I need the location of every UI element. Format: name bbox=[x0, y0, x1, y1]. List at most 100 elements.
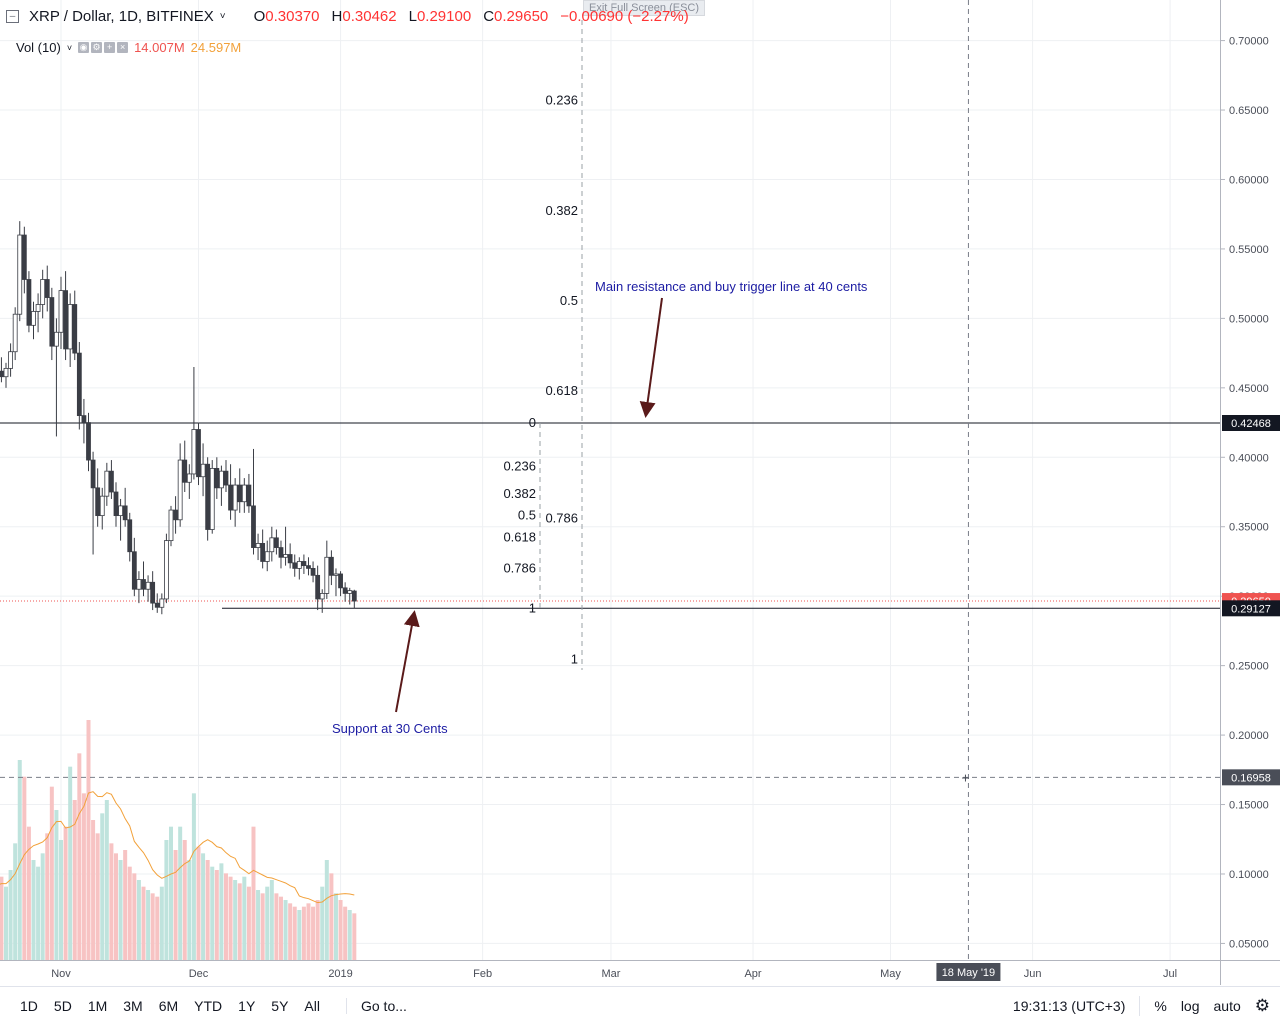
candle-body bbox=[173, 509, 178, 521]
volume-bar bbox=[72, 800, 77, 960]
log-toggle[interactable]: log bbox=[1180, 998, 1200, 1014]
auto-toggle[interactable]: auto bbox=[1213, 998, 1241, 1014]
volume-bar bbox=[68, 766, 73, 960]
price-axis[interactable]: 0.70000 0.65000 0.60000 0.55000 0.50000 0.450… bbox=[1220, 0, 1280, 960]
volume-bar bbox=[8, 870, 13, 960]
volume-bar bbox=[338, 900, 343, 960]
change-value: −0.00690 (−2.27%) bbox=[560, 8, 689, 25]
volume-bar bbox=[4, 886, 9, 960]
time-axis[interactable]: Nov Dec 2019 Feb Mar Apr May Jun Jul 18 May '19 bbox=[0, 960, 1220, 985]
candle-body bbox=[347, 590, 353, 594]
candle-body bbox=[81, 415, 87, 423]
volume-bar bbox=[260, 893, 265, 960]
candle-body bbox=[136, 579, 142, 590]
volume-legend: Vol (10) ˅ ◉ ⚙ + × 14.007M 24.597M bbox=[16, 40, 241, 55]
candle-body bbox=[17, 234, 23, 315]
candle bbox=[333, 568, 339, 597]
plus-icon[interactable]: + bbox=[104, 42, 116, 53]
candle-body bbox=[251, 505, 256, 548]
y-tick-label: 0.35000 bbox=[1229, 522, 1269, 534]
candle-body bbox=[246, 484, 252, 507]
volume-bar bbox=[40, 853, 45, 960]
settings-icon[interactable]: ⚙ bbox=[91, 42, 103, 53]
range-1y[interactable]: 1Y bbox=[238, 998, 256, 1014]
candle-body bbox=[209, 467, 215, 530]
candle bbox=[351, 589, 357, 609]
collapse-icon[interactable]: – bbox=[6, 10, 19, 23]
range-all[interactable]: All bbox=[304, 998, 320, 1014]
candle bbox=[122, 487, 128, 527]
price-chart[interactable]: +0.236 0.382 0.5 0.618 0.786 1 0 0.236 0.382 0.5 0… bbox=[0, 0, 1220, 960]
volume-bar bbox=[109, 843, 114, 960]
y-tick-label: 0.70000 bbox=[1229, 36, 1269, 48]
candle bbox=[182, 440, 188, 493]
exit-fullscreen-hint[interactable]: Exit Full Screen (ESC) bbox=[583, 0, 705, 16]
range-1m[interactable]: 1M bbox=[87, 998, 108, 1014]
volume-bar bbox=[301, 906, 306, 960]
candle-body bbox=[296, 561, 302, 569]
candle-body bbox=[0, 370, 4, 378]
candle bbox=[8, 343, 13, 377]
fib-lower-label: 0.236 bbox=[503, 459, 536, 474]
candle-body bbox=[168, 509, 174, 542]
candle-body bbox=[196, 429, 201, 478]
gear-icon[interactable]: ⚙ bbox=[1254, 996, 1270, 1015]
range-1d[interactable]: 1D bbox=[20, 998, 38, 1014]
candle bbox=[260, 529, 266, 569]
candle bbox=[81, 398, 87, 444]
range-5y[interactable]: 5Y bbox=[271, 998, 289, 1014]
volume-bar bbox=[256, 890, 261, 960]
candle bbox=[200, 443, 206, 497]
y-tick-label: 0.15000 bbox=[1229, 800, 1269, 812]
range-5d[interactable]: 5D bbox=[53, 998, 72, 1014]
candle-body bbox=[12, 313, 18, 353]
percent-toggle[interactable]: % bbox=[1154, 998, 1167, 1014]
fib-upper-label: 0.5 bbox=[560, 293, 578, 308]
volume-label[interactable]: Vol (10) bbox=[16, 40, 61, 55]
volume-ma-value: 24.597M bbox=[190, 40, 242, 55]
clock-time[interactable]: 19:31:13 (UTC+3) bbox=[1012, 998, 1126, 1014]
candle-body bbox=[159, 598, 165, 608]
chevron-down-icon[interactable]: ˅ bbox=[219, 11, 226, 22]
volume-bar bbox=[59, 840, 63, 960]
range-3m[interactable]: 3M bbox=[123, 998, 143, 1014]
volume-bar bbox=[187, 860, 192, 960]
fib-lower-label: 0.618 bbox=[503, 529, 536, 544]
candle-body bbox=[118, 505, 123, 517]
annotation-support: Support at 30 Cents bbox=[332, 721, 448, 736]
volume-bar bbox=[269, 880, 274, 960]
candle bbox=[328, 550, 334, 586]
candle-body bbox=[72, 304, 78, 354]
candle bbox=[177, 443, 183, 527]
candle-body bbox=[104, 470, 110, 497]
range-ytd[interactable]: YTD bbox=[194, 998, 223, 1014]
volume-bar bbox=[159, 886, 164, 960]
goto-button[interactable]: Go to... bbox=[345, 998, 407, 1014]
fib-upper-label: 1 bbox=[571, 651, 578, 666]
candle-body bbox=[3, 367, 9, 378]
eye-icon[interactable]: ◉ bbox=[78, 42, 90, 53]
candle-body bbox=[49, 297, 55, 347]
candle-body bbox=[260, 542, 266, 562]
candle-body bbox=[76, 352, 82, 417]
candle-body bbox=[109, 470, 114, 493]
price-label-box bbox=[1222, 415, 1280, 431]
volume-bar bbox=[49, 786, 54, 960]
volume-bar bbox=[228, 876, 233, 960]
candle bbox=[159, 593, 165, 615]
chevron-down-icon[interactable]: ˅ bbox=[66, 42, 73, 53]
candle bbox=[301, 554, 307, 574]
volume-bar bbox=[104, 800, 109, 960]
candle-body bbox=[145, 581, 151, 590]
close-icon[interactable]: × bbox=[117, 42, 129, 53]
y-tick-label: 0.20000 bbox=[1229, 730, 1269, 742]
candle bbox=[63, 271, 68, 361]
range-6m[interactable]: 6M bbox=[158, 998, 179, 1014]
candle bbox=[49, 287, 55, 361]
symbol-title[interactable]: XRP / Dollar, 1D, BITFINEX bbox=[29, 8, 214, 25]
candle bbox=[86, 412, 91, 472]
candle-body bbox=[205, 463, 211, 530]
candle-body bbox=[255, 542, 261, 548]
candle bbox=[283, 526, 288, 566]
fib-lower-label: 0.786 bbox=[503, 561, 536, 576]
